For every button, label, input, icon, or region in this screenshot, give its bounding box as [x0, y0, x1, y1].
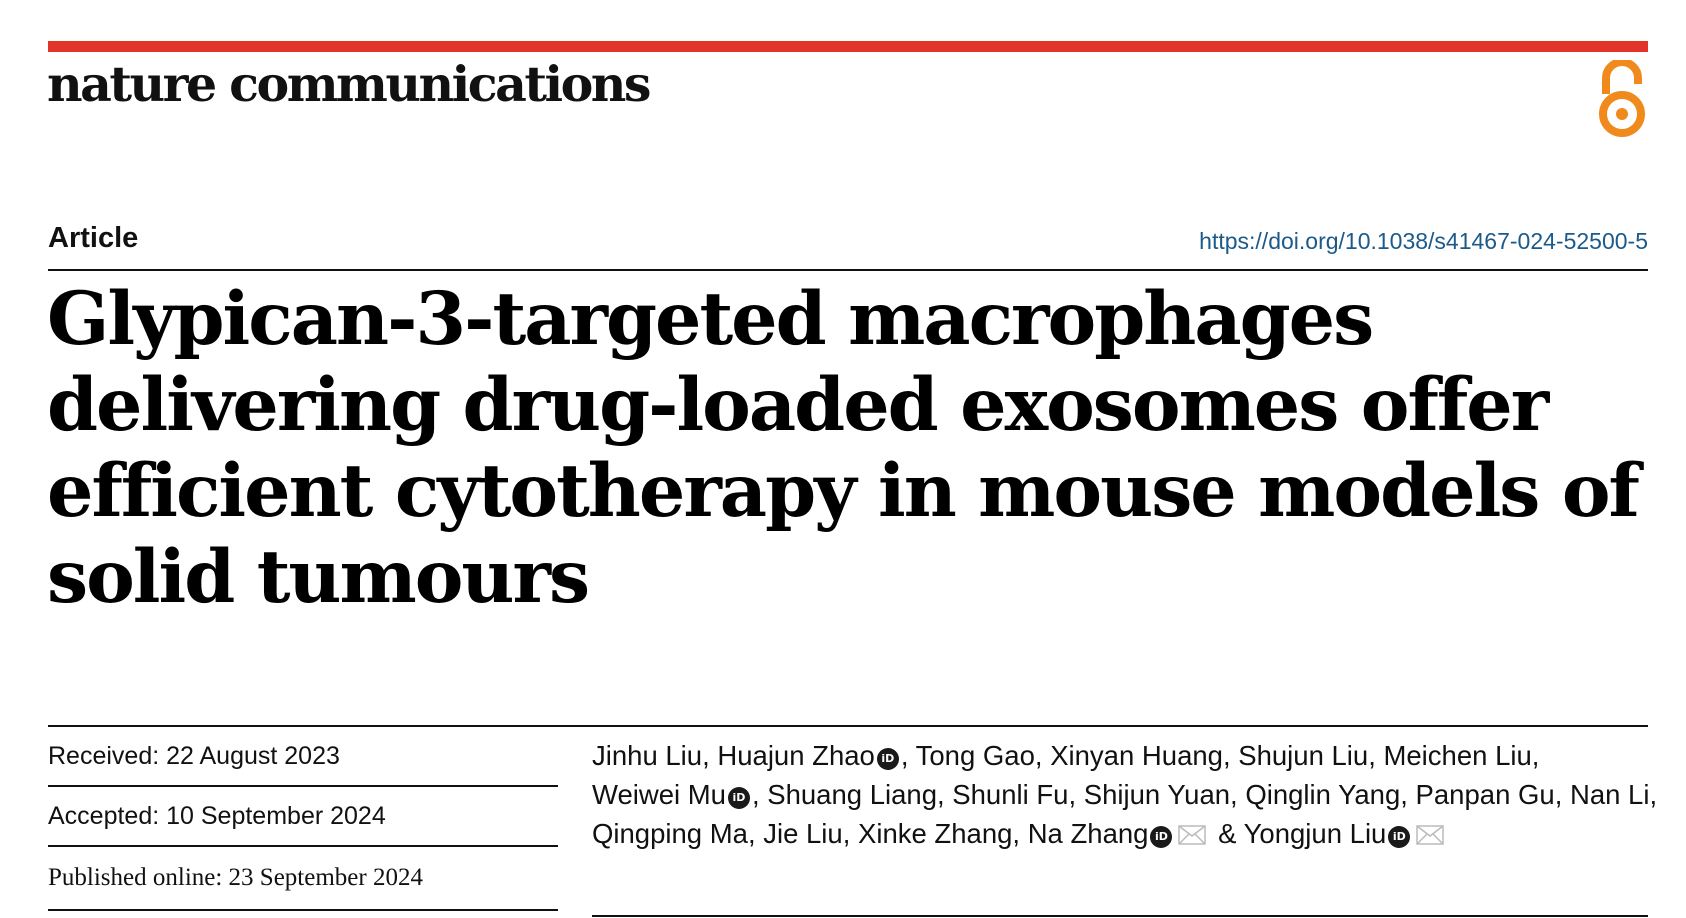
published-date-row: Published online: 23 September 2024: [48, 847, 558, 911]
email-icon[interactable]: [1178, 825, 1207, 845]
author-separator: ,: [747, 818, 764, 849]
author-separator: ,: [1368, 740, 1384, 771]
author-separator: ,: [1649, 779, 1658, 810]
journal-name[interactable]: nature communications: [47, 55, 652, 113]
meta-divider: [48, 725, 1648, 727]
author-name-text: Shujun Liu: [1238, 740, 1369, 771]
published-date: Published online: 23 September 2024: [48, 864, 423, 891]
doi-link[interactable]: https://doi.org/10.1038/s41467-024-52500…: [1199, 228, 1648, 254]
author-separator: ,: [900, 740, 916, 771]
author-separator: ,: [842, 818, 858, 849]
author-name[interactable]: Xinke Zhang: [858, 818, 1012, 849]
author-name[interactable]: Yongjun Liu iD: [1244, 818, 1449, 849]
author-name[interactable]: Xinyan Huang: [1050, 740, 1223, 771]
author-name-text: Jinhu Liu: [592, 740, 703, 771]
author-name-text: Jie Liu: [763, 818, 843, 849]
author-name[interactable]: Panpan Gu: [1416, 779, 1555, 810]
orcid-icon[interactable]: iD: [727, 787, 750, 809]
author-name-text: Shijun Yuan: [1083, 779, 1231, 810]
author-name-text: Yongjun Liu: [1243, 818, 1387, 849]
author-name-text: Xinke Zhang: [858, 818, 1013, 849]
author-name[interactable]: Na Zhang iD: [1028, 818, 1211, 849]
orcid-icon[interactable]: iD: [1388, 826, 1411, 848]
author-separator: ,: [1531, 740, 1540, 771]
author-divider: [592, 915, 1648, 917]
author-name[interactable]: Nan Li: [1570, 779, 1650, 810]
author-name[interactable]: Qinglin Yang: [1245, 779, 1400, 810]
author-name-text: Qingping Ma: [592, 818, 748, 849]
author-separator: ,: [751, 779, 768, 810]
author-name[interactable]: Tong Gao: [916, 740, 1035, 771]
author-separator: ,: [1554, 779, 1570, 810]
author-name[interactable]: Shunli Fu: [952, 779, 1068, 810]
author-separator: ,: [937, 779, 953, 810]
author-name[interactable]: Jie Liu: [763, 818, 843, 849]
orcid-icon[interactable]: iD: [876, 748, 899, 770]
author-name-text: Nan Li: [1569, 779, 1650, 810]
author-name[interactable]: Huajun Zhao iD: [717, 740, 900, 771]
email-icon[interactable]: [1416, 825, 1445, 845]
author-separator: ,: [1068, 779, 1084, 810]
author-name-text: Xinyan Huang: [1050, 740, 1223, 771]
author-name[interactable]: Qingping Ma: [592, 818, 748, 849]
author-separator: ,: [1222, 740, 1239, 771]
author-name-text: Na Zhang: [1027, 818, 1149, 849]
author-name-text: Huajun Zhao: [717, 740, 875, 771]
accepted-date-row: Accepted: 10 September 2024: [48, 787, 558, 847]
author-name-text: Shuang Liang: [767, 779, 937, 810]
author-separator: ,: [1012, 818, 1028, 849]
author-list: Jinhu Liu, Huajun Zhao iD, Tong Gao, Xiny…: [592, 736, 1662, 853]
author-name-text: Tong Gao: [915, 740, 1035, 771]
author-name-text: Qinglin Yang: [1245, 779, 1401, 810]
author-name[interactable]: Shujun Liu: [1238, 740, 1368, 771]
article-title: Glypican-3-targeted macrophages deliveri…: [47, 276, 1640, 620]
received-date: Received: 22 August 2023: [48, 741, 340, 770]
author-separator: ,: [702, 740, 718, 771]
author-name[interactable]: Meichen Liu: [1383, 740, 1531, 771]
author-name-text: Panpan Gu: [1415, 779, 1555, 810]
author-name-text: Shunli Fu: [952, 779, 1069, 810]
author-separator: ,: [1230, 779, 1246, 810]
journal-accent-bar: [48, 41, 1648, 52]
open-access-icon: [1599, 60, 1645, 137]
author-name[interactable]: Shuang Liang: [767, 779, 937, 810]
author-separator: &: [1210, 818, 1244, 849]
author-name[interactable]: Shijun Yuan: [1084, 779, 1230, 810]
accepted-date: Accepted: 10 September 2024: [48, 801, 386, 830]
author-separator: ,: [1034, 740, 1051, 771]
article-type-label: Article: [48, 222, 139, 254]
author-name-text: Weiwei Mu: [592, 779, 726, 810]
author-name[interactable]: Weiwei Mu iD: [592, 779, 752, 810]
title-divider: [48, 269, 1648, 271]
author-name[interactable]: Jinhu Liu: [592, 740, 702, 771]
orcid-icon[interactable]: iD: [1150, 826, 1173, 848]
author-name-text: Meichen Liu: [1383, 740, 1532, 771]
publication-dates: Received: 22 August 2023 Accepted: 10 Se…: [48, 727, 558, 911]
received-date-row: Received: 22 August 2023: [48, 727, 558, 787]
author-separator: ,: [1400, 779, 1416, 810]
